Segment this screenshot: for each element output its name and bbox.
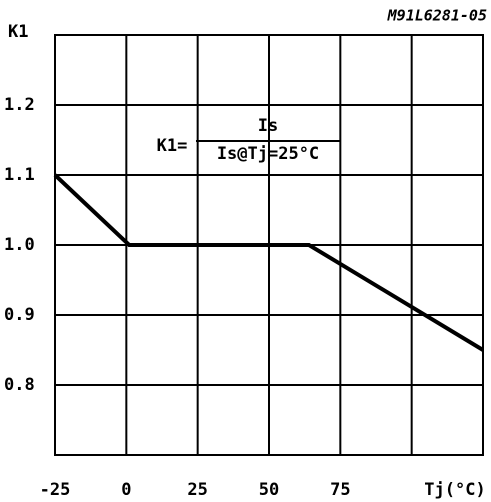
y-tick-label: 1.1 <box>4 165 35 185</box>
x-axis-label: Tj(°C) <box>424 480 485 500</box>
y-tick-label: 0.9 <box>4 305 35 325</box>
code: M91L6281-05 <box>387 7 487 25</box>
x-tick-label: 50 <box>259 480 279 500</box>
x-tick-label: 75 <box>330 480 350 500</box>
data-line <box>53 173 485 352</box>
y-axis-label: K1 <box>8 22 28 42</box>
y-tick-label: 1.2 <box>4 95 35 115</box>
formula-lhs: K1= <box>157 136 188 156</box>
x-tick-label: 25 <box>187 480 207 500</box>
x-tick-label: 0 <box>121 480 131 500</box>
y-tick-label: 0.8 <box>4 375 35 395</box>
y-tick-label: 1.0 <box>4 235 35 255</box>
x-tick-label: -25 <box>40 480 71 500</box>
